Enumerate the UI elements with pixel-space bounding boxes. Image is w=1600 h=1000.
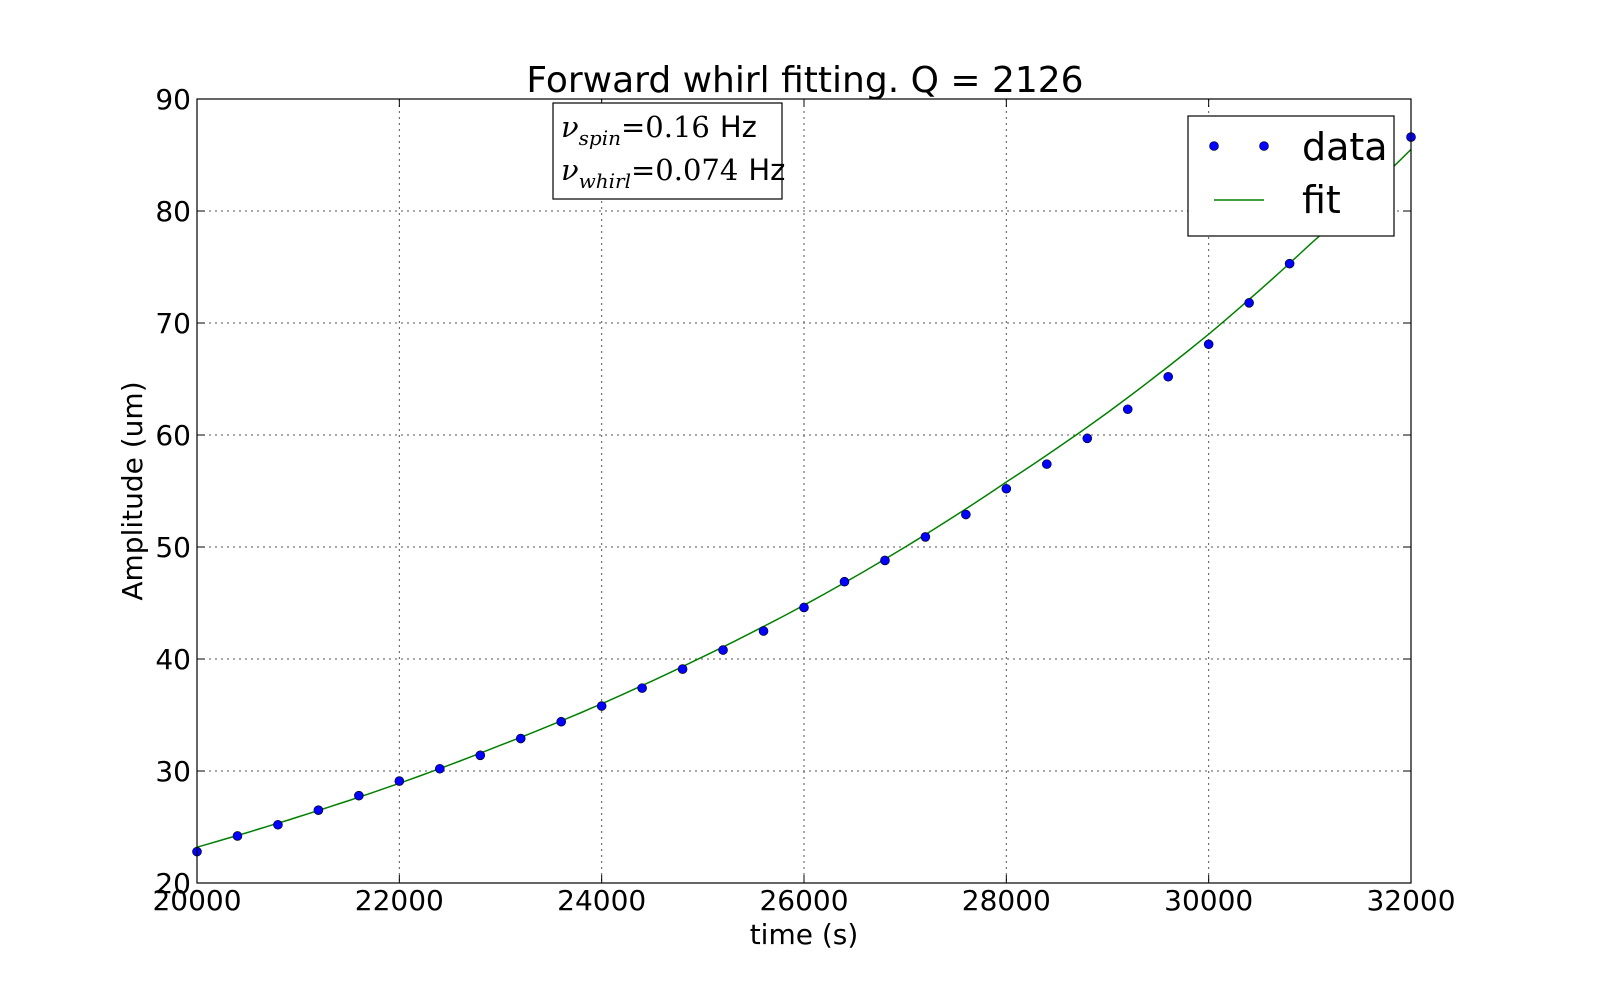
y-tick-label: 70 bbox=[155, 307, 191, 340]
x-tick-label: 22000 bbox=[355, 884, 444, 917]
annotation-box: νspin=0.16 Hz νwhirl=0.074 Hz bbox=[552, 102, 785, 200]
data-point bbox=[556, 716, 567, 727]
data-point bbox=[1284, 258, 1295, 269]
y-tick-label: 30 bbox=[155, 755, 191, 788]
x-tick-label: 20000 bbox=[152, 884, 241, 917]
data-point bbox=[961, 509, 971, 520]
legend-fit-label: fit bbox=[1302, 178, 1341, 222]
data-point bbox=[839, 576, 850, 587]
data-point bbox=[434, 763, 445, 774]
x-tick-label: 32000 bbox=[1366, 884, 1455, 917]
data-point bbox=[475, 750, 486, 761]
data-point bbox=[1001, 483, 1012, 494]
data-point bbox=[799, 602, 809, 613]
y-tick-label: 80 bbox=[155, 195, 191, 228]
x-axis-label: time (s) bbox=[750, 918, 859, 951]
data-point bbox=[718, 645, 728, 655]
annotation-spin: νspin=0.16 Hz bbox=[561, 110, 757, 150]
legend-data-marker bbox=[1259, 141, 1269, 151]
data-point bbox=[1203, 339, 1214, 350]
x-tick-label: 30000 bbox=[1164, 884, 1253, 917]
y-tick-label: 50 bbox=[155, 531, 191, 564]
data-point bbox=[1244, 298, 1254, 308]
x-tick-label: 24000 bbox=[557, 884, 646, 917]
legend-data-label: data bbox=[1302, 125, 1388, 169]
data-point bbox=[1163, 371, 1173, 382]
data-point bbox=[273, 819, 283, 830]
x-tick-label: 26000 bbox=[759, 884, 848, 917]
legend-data-marker bbox=[1209, 141, 1219, 151]
axis-ticks: 20000 22000 24000 26000 28000 30000 32000 20 30 4… bbox=[152, 83, 1455, 917]
y-tick-label: 90 bbox=[155, 83, 191, 116]
data-point bbox=[313, 805, 324, 816]
x-tick-label: 28000 bbox=[962, 884, 1051, 917]
data-point bbox=[1122, 404, 1133, 415]
data-point bbox=[758, 626, 769, 636]
data-point bbox=[677, 664, 688, 674]
data-point bbox=[1042, 459, 1052, 469]
data-point bbox=[232, 831, 243, 841]
y-tick-label: 60 bbox=[155, 419, 191, 452]
data-point bbox=[920, 532, 931, 542]
data-point bbox=[1082, 433, 1093, 444]
annotation-whirl: νwhirl=0.074 Hz bbox=[561, 153, 785, 193]
y-tick-label: 20 bbox=[155, 867, 191, 900]
data-point bbox=[394, 776, 405, 786]
data-point bbox=[596, 701, 607, 711]
data-point bbox=[354, 790, 364, 801]
y-tick-label: 40 bbox=[155, 643, 191, 676]
data-point bbox=[515, 733, 526, 744]
chart-title: Forward whirl fitting. Q = 2126 bbox=[526, 60, 1083, 101]
data-point bbox=[637, 683, 647, 693]
data-point bbox=[880, 555, 890, 566]
y-axis-label: Amplitude (um) bbox=[116, 381, 149, 600]
legend: data fit bbox=[1187, 115, 1395, 237]
